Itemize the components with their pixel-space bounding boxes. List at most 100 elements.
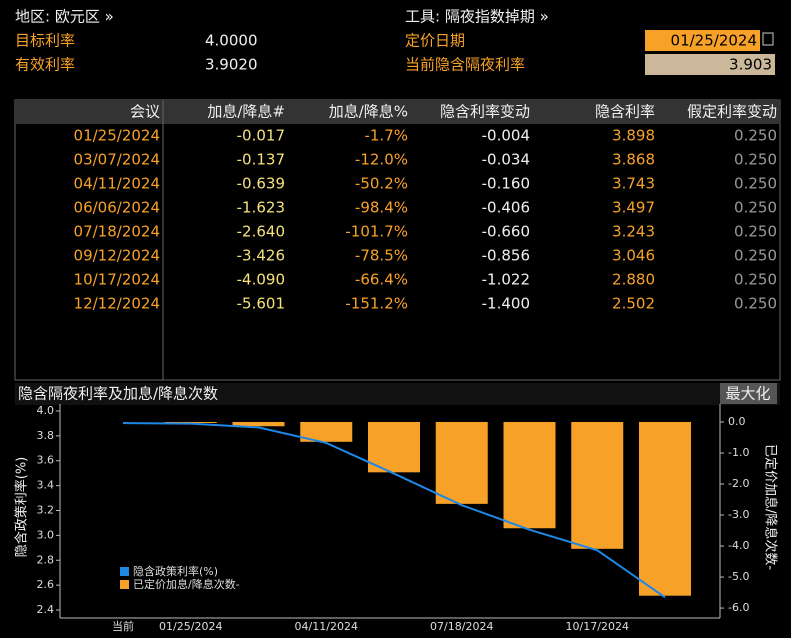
cell: 3.497 xyxy=(612,199,655,217)
cell: 06/06/2024 xyxy=(74,199,160,217)
cell: -66.4% xyxy=(355,271,408,289)
cell: -12.0% xyxy=(355,151,408,169)
legend-label: 隐含政策利率(%) xyxy=(133,564,218,578)
region[interactable]: 地区: 欧元区 » xyxy=(15,8,114,26)
calendar-icon[interactable] xyxy=(762,32,774,46)
column-header: 加息/降息# xyxy=(207,103,285,121)
bar xyxy=(300,421,353,442)
cell: -1.022 xyxy=(482,271,530,289)
cell: 0.250 xyxy=(734,175,777,193)
cell: 04/11/2024 xyxy=(74,175,160,193)
bar xyxy=(232,421,285,427)
chart-titlebar xyxy=(15,383,780,405)
label: 当前隐含隔夜利率 xyxy=(405,56,525,74)
cell: -5.601 xyxy=(237,295,285,313)
bar xyxy=(571,421,624,549)
column-header: 假定利率变动 xyxy=(687,103,777,121)
cell: 12/12/2024 xyxy=(74,295,160,313)
column-header: 会议 xyxy=(130,103,160,121)
cell: -0.137 xyxy=(237,151,285,169)
cell: -78.5% xyxy=(355,247,408,265)
cell: -3.426 xyxy=(237,247,285,265)
y-tick-label: 3.0 xyxy=(37,528,55,541)
y2-tick-label: -4.0 xyxy=(728,539,749,552)
cell: -1.400 xyxy=(482,295,530,313)
cell: 0.250 xyxy=(734,127,777,145)
bar xyxy=(503,421,556,529)
y-tick-label: 3.8 xyxy=(37,429,55,442)
date-input[interactable] xyxy=(645,30,760,51)
rate-value: 3.903 xyxy=(729,56,772,74)
cell: 3.743 xyxy=(612,175,655,193)
cell: -50.2% xyxy=(355,175,408,193)
y2-tick-label: -6.0 xyxy=(728,601,749,614)
y-axis-label: 隐含政策利率(%) xyxy=(14,457,30,558)
legend-label: 已定价加息/降息次数- xyxy=(133,577,240,591)
y-tick-label: 2.4 xyxy=(37,603,55,616)
cell: 0.250 xyxy=(734,247,777,265)
legend-swatch xyxy=(120,567,129,576)
line xyxy=(122,422,666,599)
chart-title: 隐含隔夜利率及加息/降息次数 xyxy=(18,385,218,403)
y2-tick-label: -2.0 xyxy=(728,477,749,490)
bar xyxy=(368,421,420,473)
bar xyxy=(435,421,488,504)
cell: 0.250 xyxy=(734,199,777,217)
y-tick-label: 4.0 xyxy=(37,404,55,417)
cell: -0.034 xyxy=(482,151,530,169)
cell: -0.639 xyxy=(237,175,285,193)
value: 4.0000 xyxy=(205,32,258,50)
y-tick-label: 3.6 xyxy=(37,454,55,467)
cell: 0.250 xyxy=(734,295,777,313)
x-tick-label: 04/11/2024 xyxy=(295,620,358,633)
cell: -0.160 xyxy=(482,175,530,193)
cell: 3.898 xyxy=(612,127,655,145)
cell: 03/07/2024 xyxy=(74,151,160,169)
cell: -98.4% xyxy=(355,199,408,217)
cell: 07/18/2024 xyxy=(74,223,160,241)
cell: -0.856 xyxy=(482,247,530,265)
y2-tick-label: -1.0 xyxy=(728,446,749,459)
label: 目标利率 xyxy=(15,32,75,50)
label: 有效利率 xyxy=(15,56,75,74)
cell: 0.250 xyxy=(734,223,777,241)
legend-swatch xyxy=(120,580,129,589)
cell: 2.502 xyxy=(612,295,655,313)
cell: 01/25/2024 xyxy=(74,127,160,145)
bar xyxy=(164,421,217,423)
column-header: 隐含利率变动 xyxy=(440,103,530,121)
instrument[interactable]: 工具: 隔夜指数掉期 » xyxy=(405,8,549,26)
y-tick-label: 3.4 xyxy=(37,479,55,492)
cell: 2.880 xyxy=(612,271,655,289)
value: 3.9020 xyxy=(205,56,258,74)
x-tick-label: 当前 xyxy=(112,619,134,633)
cell: 3.868 xyxy=(612,151,655,169)
cell: -101.7% xyxy=(345,223,408,241)
cell: 3.243 xyxy=(612,223,655,241)
cell: -0.017 xyxy=(237,127,285,145)
maximize-button[interactable] xyxy=(720,383,777,404)
table-header xyxy=(15,100,780,124)
cell: -1.623 xyxy=(237,199,285,217)
label: 定价日期 xyxy=(405,32,465,50)
cell: -0.406 xyxy=(482,199,530,217)
cell: 09/12/2024 xyxy=(74,247,160,265)
y-tick-label: 2.6 xyxy=(37,578,55,591)
y2-tick-label: -5.0 xyxy=(728,570,749,583)
column-header: 加息/降息% xyxy=(329,103,408,121)
cell: 10/17/2024 xyxy=(74,271,160,289)
x-tick-label: 01/25/2024 xyxy=(159,620,222,633)
x-tick-label: 10/17/2024 xyxy=(566,620,629,633)
y2-tick-label: 0.0 xyxy=(728,415,746,428)
cell: -151.2% xyxy=(345,295,408,313)
maximize-label[interactable]: 最大化 xyxy=(725,385,770,403)
cell: -4.090 xyxy=(237,271,285,289)
x-tick-label: 07/18/2024 xyxy=(430,620,493,633)
cell: -0.660 xyxy=(482,223,530,241)
cell: -2.640 xyxy=(237,223,285,241)
bar xyxy=(639,421,691,596)
cell: -1.7% xyxy=(364,127,408,145)
date-value[interactable]: 01/25/2024 xyxy=(671,32,757,50)
